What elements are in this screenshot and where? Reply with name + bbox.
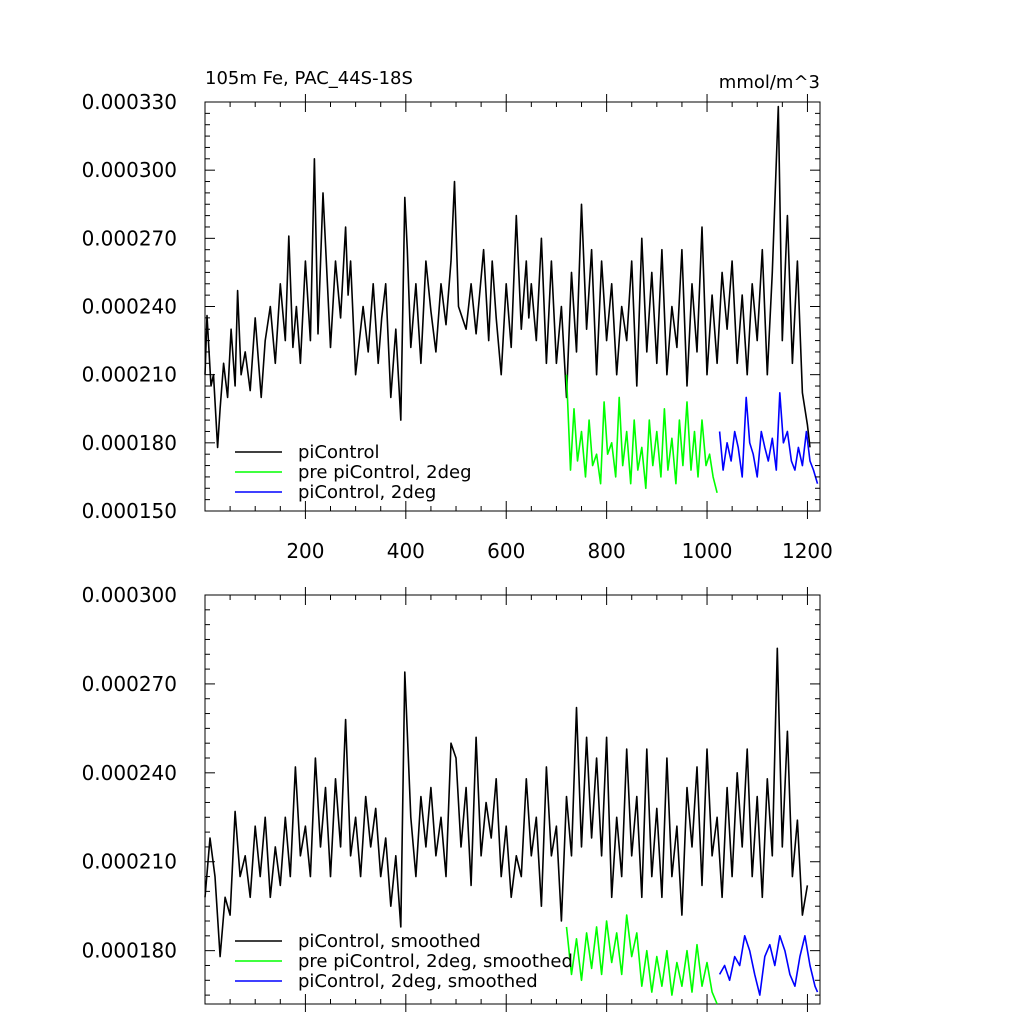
- series-line-1-2: [718, 934, 819, 996]
- series-line-0-0: [204, 105, 811, 449]
- top-panel: 105m Fe, PAC_44S-18S mmol/m^3 0.000150 0.…: [82, 68, 833, 563]
- x-tick-label-3: 800: [588, 539, 626, 563]
- y-tick-label-0-4: 0.000270: [82, 226, 177, 250]
- legend-label-0-0: piControl: [298, 442, 380, 463]
- x-tick-label-2: 600: [487, 539, 525, 563]
- y-tick-label-0-3: 0.000240: [82, 295, 177, 319]
- legend-label-0-1: pre piControl, 2deg: [298, 462, 472, 483]
- series-line-0-2: [718, 391, 819, 484]
- y-tick-label-1-2: 0.000240: [82, 761, 177, 785]
- y-tick-label-0-2: 0.000210: [82, 363, 177, 387]
- y-tick-label-1-1: 0.000210: [82, 850, 177, 874]
- y-tick-label-0-6: 0.000330: [82, 90, 177, 114]
- x-tick-label-5: 1200: [782, 539, 833, 563]
- x-tick-label-0: 200: [286, 539, 324, 563]
- legend-label-1-0: piControl, smoothed: [298, 931, 481, 952]
- y-tick-label-0-0: 0.000150: [82, 499, 177, 523]
- bottom-panel: 0.000180 0.000210 0.000240 0.000270 0.000300…: [82, 583, 821, 1012]
- top-title: 105m Fe, PAC_44S-18S: [205, 68, 413, 89]
- bottom-plot-frame: [204, 594, 821, 1005]
- series-line-0-1: [565, 374, 718, 493]
- legend-label-1-2: piControl, 2deg, smoothed: [298, 971, 538, 992]
- x-tick-label-4: 1000: [682, 539, 733, 563]
- y-tick-label-1-0: 0.000180: [82, 939, 177, 963]
- x-tick-label-1: 400: [387, 539, 425, 563]
- legend-label-0-2: piControl, 2deg: [298, 482, 436, 503]
- y-tick-label-1-3: 0.000270: [82, 672, 177, 696]
- series-line-1-0: [204, 647, 809, 958]
- y-tick-label-0-5: 0.000300: [82, 158, 177, 182]
- top-units-label: mmol/m^3: [719, 72, 820, 93]
- series-line-1-1: [565, 914, 718, 1005]
- legend-label-1-1: pre piControl, 2deg, smoothed: [298, 951, 573, 972]
- y-tick-label-0-1: 0.000180: [82, 431, 177, 455]
- y-tick-label-1-4: 0.000300: [82, 583, 177, 607]
